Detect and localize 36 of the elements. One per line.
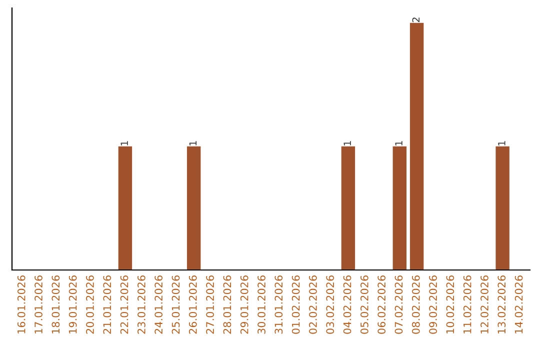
x-tick-label: 18.01.2026	[52, 276, 60, 334]
x-tick-label: 20.01.2026	[86, 276, 94, 334]
x-tick-label: 28.01.2026	[223, 276, 232, 334]
x-tick-label: 17.01.2026	[34, 276, 42, 334]
x-tick-label: 12.02.2026	[480, 276, 488, 334]
data-label: 1	[344, 141, 351, 146]
x-tick-label: 24.01.2026	[154, 276, 163, 334]
x-tick-label: 01.02.2026	[292, 276, 300, 334]
data-label: 1	[189, 141, 196, 146]
x-tick-label: 29.01.2026	[240, 276, 248, 334]
x-tick-label: 09.02.2026	[429, 276, 437, 334]
x-tick-label: 31.01.2026	[274, 276, 283, 334]
x-tick-label: 04.02.2026	[343, 276, 352, 334]
x-tick-label: 13.02.2026	[498, 276, 506, 334]
x-tick-label: 16.01.2026	[17, 276, 26, 334]
x-tick-label: 30.01.2026	[258, 276, 266, 334]
x-tick-label: 06.02.2026	[378, 276, 386, 334]
data-label: 1	[395, 141, 402, 146]
x-tick-label: 02.02.2026	[309, 276, 317, 334]
x-tick-label: 14.02.2026	[514, 276, 523, 334]
x-tick-label: 27.01.2026	[206, 276, 214, 334]
x-tick-label: 25.01.2026	[172, 276, 180, 334]
x-tick-label: 07.02.2026	[394, 276, 403, 334]
x-tick-label: 19.01.2026	[68, 276, 77, 334]
x-tick-label: 26.01.2026	[188, 276, 197, 334]
data-label: 1	[498, 141, 506, 146]
data-label: 1	[120, 141, 128, 146]
x-tick-label: 22.01.2026	[120, 276, 128, 334]
x-tick-label: 05.02.2026	[360, 276, 368, 334]
x-tick-label: 23.01.2026	[138, 276, 146, 334]
x-tick-label: 08.02.2026	[412, 276, 420, 334]
data-label: 2	[412, 18, 420, 22]
x-tick-label: 03.02.2026	[326, 276, 334, 334]
x-tick-label: 21.01.2026	[103, 276, 112, 334]
x-tick-label: 11.02.2026	[463, 276, 472, 334]
x-tick-label: 10.02.2026	[446, 276, 454, 334]
